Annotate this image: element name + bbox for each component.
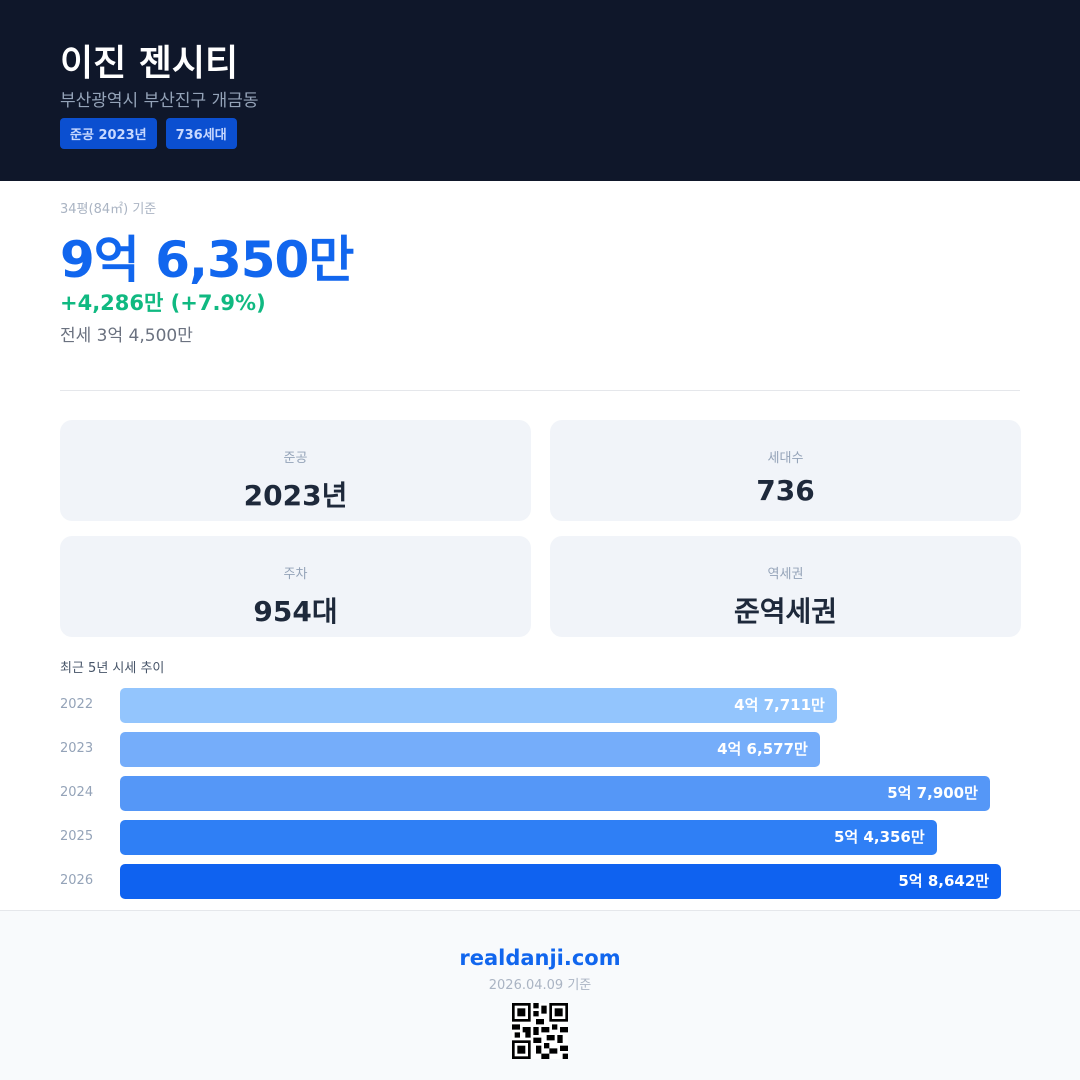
year-label: 2025 [60,829,94,844]
chart-title: 최근 5년 시세 추이 [60,661,165,676]
bar-value-label: 5억 7,900만 [887,784,978,802]
stat-value: 2023년 [243,479,348,512]
address: 부산광역시 부산진구 개금동 [60,91,259,111]
stat-card-parking: 주차 954대 [60,536,531,637]
year-label: 2024 [60,785,94,800]
badge-households: 736세대 [165,118,237,149]
data-date: 2026.04.09 기준 [488,978,592,993]
stat-label: 준공 [283,451,308,466]
bar-2025: 5억 4,356만 [120,820,937,855]
price-basis: 34평(84㎡) 기준 [60,202,157,217]
year-label: 2023 [60,741,94,756]
divider [60,390,1020,391]
chart-row: 2026 5억 8,642만 [60,864,1020,899]
stat-label: 역세권 [767,567,804,582]
stat-card-households: 세대수 736 [550,420,1021,521]
bar-value-label: 4억 6,577만 [717,740,808,758]
stat-value: 736 [756,474,815,507]
year-label: 2026 [60,873,94,888]
bar-2024: 5억 7,900만 [120,776,990,811]
jeonse-price: 전세 3억 4,500만 [60,326,193,346]
stat-value: 준역세권 [733,595,838,628]
header: 이진 젠시티 부산광역시 부산진구 개금동 준공 2023년 736세대 [0,0,1080,181]
bar-value-label: 5억 4,356만 [833,828,925,846]
qr-code-icon [512,1003,568,1059]
year-label: 2022 [60,697,94,712]
footer: realdanji.com 2026.04.09 기준 [0,910,1080,1080]
price-value: 9억 6,350만 [60,231,354,289]
stat-label: 주차 [283,567,308,582]
chart-row: 2023 4억 6,577만 [60,732,1020,767]
price-change: +4,286만 (+7.9%) [60,291,266,315]
bar-2022: 4억 7,711만 [120,688,837,723]
site-link[interactable]: realdanji.com [459,946,621,970]
chart-row: 2025 5억 4,356만 [60,820,1020,855]
stat-label: 세대수 [767,451,804,466]
bar-2026: 5억 8,642만 [120,864,1002,899]
bar-2023: 4억 6,577만 [120,732,820,767]
bar-value-label: 5억 8,642만 [898,872,990,890]
badge-built-year: 준공 2023년 [60,118,157,149]
complex-title: 이진 젠시티 [60,43,239,84]
stat-value: 954대 [253,595,338,628]
chart-row: 2022 4억 7,711만 [60,688,1020,723]
bar-value-label: 4억 7,711만 [734,696,825,714]
chart-row: 2024 5억 7,900만 [60,776,1020,811]
stat-card-built: 준공 2023년 [60,420,531,521]
